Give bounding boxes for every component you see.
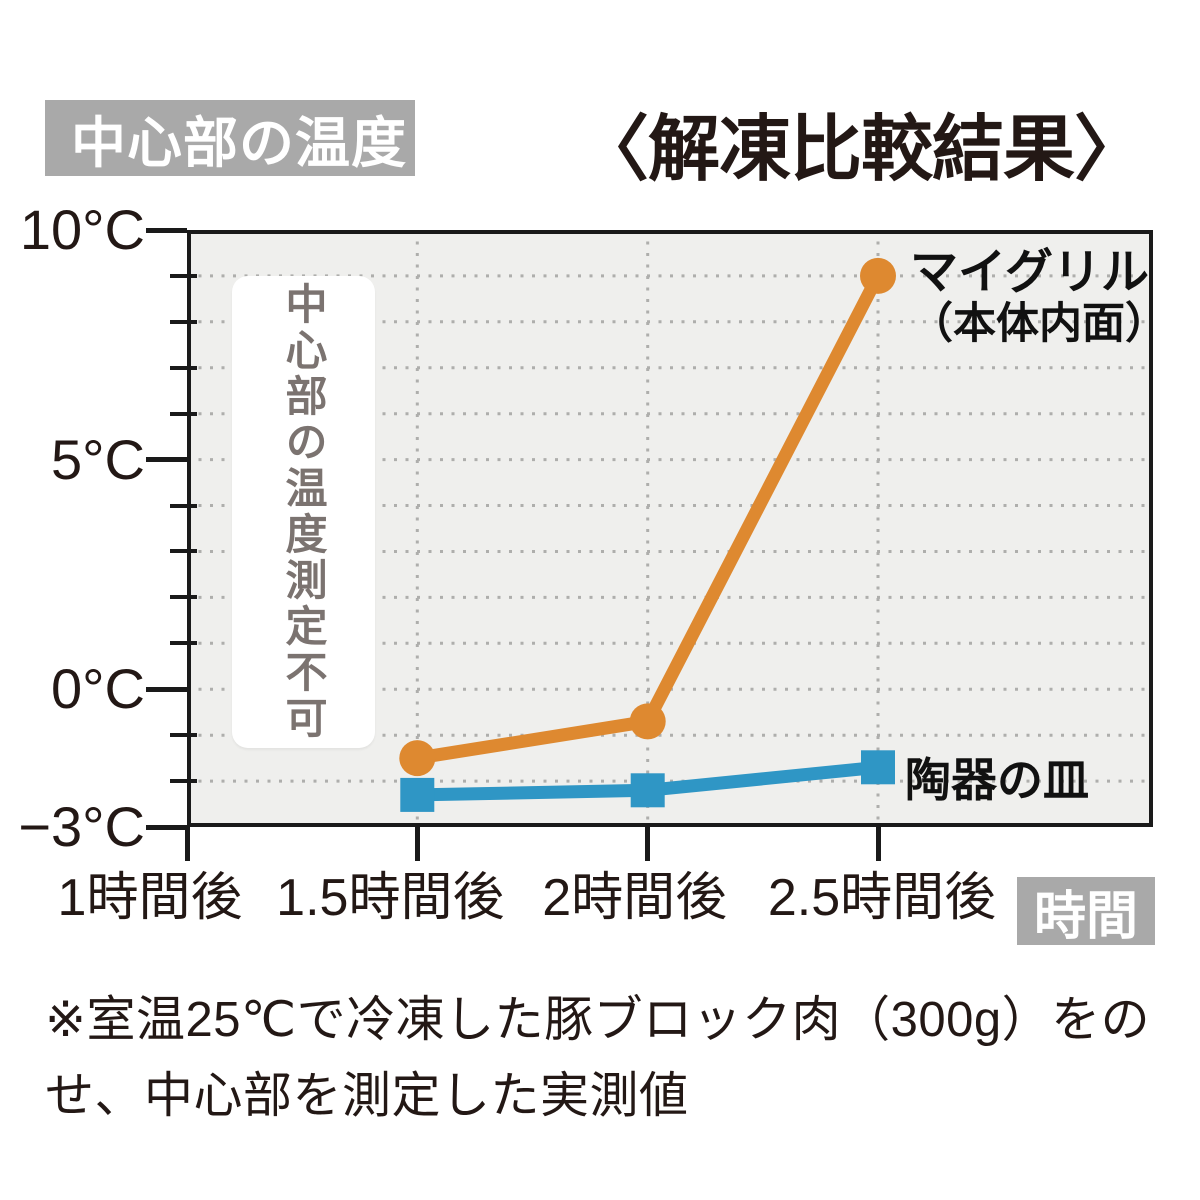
y-axis-title: 中心部の温度 <box>71 112 408 174</box>
x-tick <box>875 827 881 861</box>
chart-title: 〈解凍比較結果〉 <box>576 110 1146 190</box>
x-axis-title: 時間 <box>1033 887 1138 946</box>
y-tick-minor <box>170 273 197 278</box>
y-tick-minor <box>170 503 197 508</box>
x-tick <box>645 827 651 861</box>
y-tick-major <box>146 824 187 830</box>
y-tick-label: 10°C <box>19 198 145 261</box>
y-tick-minor <box>170 365 197 370</box>
y-tick-minor <box>170 779 197 784</box>
x-tick-label: 1.5時間後 <box>276 869 505 927</box>
y-tick-minor <box>170 733 197 738</box>
annotation-box: 中心部の温度測定不可 <box>232 276 375 748</box>
legend-migrill-line1: マイグリル <box>910 246 1150 299</box>
y-tick-minor <box>170 549 197 554</box>
y-axis-title-badge: 中心部の温度 <box>45 100 415 176</box>
x-axis-title-badge: 時間 <box>1017 877 1155 946</box>
y-tick-major <box>146 227 187 233</box>
y-tick-minor <box>170 641 197 646</box>
x-tick-label: 2.5時間後 <box>767 869 997 927</box>
x-tick <box>184 827 190 861</box>
y-tick-major <box>146 686 187 692</box>
legend-migrill: マイグリル （本体内面） <box>910 246 1168 348</box>
y-tick-label: 0°C <box>51 657 145 721</box>
annotation-text: 中心部の温度測定不可 <box>280 282 327 742</box>
y-tick-label: −3°C <box>18 795 145 858</box>
y-tick-minor <box>170 411 197 416</box>
legend-migrill-line2: （本体内面） <box>910 299 1168 348</box>
y-tick-minor <box>170 595 197 600</box>
x-tick <box>414 827 420 861</box>
y-tick-label: 5°C <box>51 427 145 491</box>
y-tick-major <box>146 457 187 463</box>
footnote: ※室温25℃で冷凍した豚ブロック肉（300g）をのせ、中心部を測定した実測値 <box>45 993 1151 1124</box>
y-tick-minor <box>170 319 197 324</box>
legend-ceramic-plate: 陶器の皿 <box>905 754 1089 806</box>
x-tick-label: 1時間後 <box>57 869 243 927</box>
x-tick-label: 2時間後 <box>542 869 728 927</box>
